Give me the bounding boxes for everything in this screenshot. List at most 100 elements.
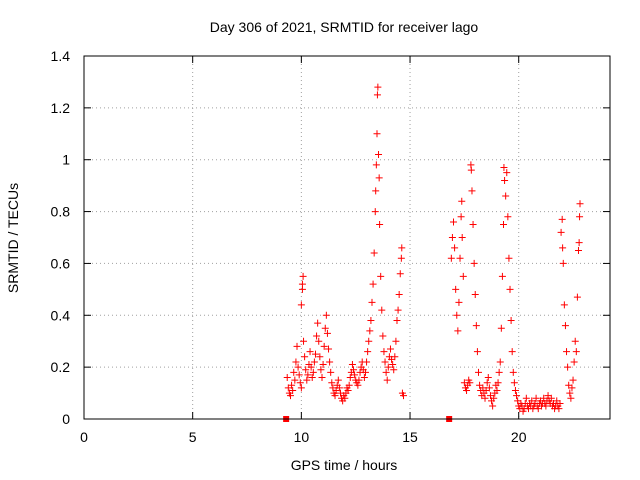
data-point bbox=[501, 176, 509, 184]
data-point bbox=[372, 161, 380, 169]
data-point bbox=[283, 374, 291, 382]
data-point bbox=[394, 306, 402, 314]
data-point bbox=[497, 324, 505, 332]
data-point bbox=[481, 394, 489, 402]
data-point bbox=[368, 298, 376, 306]
y-tick-label: 0 bbox=[62, 411, 70, 427]
data-point bbox=[463, 386, 471, 394]
points-layer bbox=[283, 83, 584, 422]
data-point bbox=[376, 221, 384, 229]
data-point bbox=[301, 353, 309, 361]
data-point bbox=[386, 345, 394, 353]
data-point bbox=[370, 249, 378, 257]
data-point bbox=[286, 392, 294, 400]
data-point bbox=[293, 342, 301, 350]
data-point bbox=[575, 239, 583, 247]
data-point bbox=[395, 291, 403, 299]
data-point bbox=[557, 228, 565, 236]
data-point bbox=[372, 187, 380, 195]
data-point bbox=[459, 272, 467, 280]
data-point bbox=[510, 379, 518, 387]
data-point bbox=[316, 353, 324, 361]
data-point bbox=[506, 285, 514, 293]
data-point bbox=[470, 259, 478, 267]
data-point bbox=[490, 394, 498, 402]
data-point bbox=[493, 386, 501, 394]
y-tick-label: 0.2 bbox=[51, 359, 71, 375]
data-point bbox=[384, 363, 392, 371]
data-point bbox=[566, 389, 574, 397]
data-point bbox=[297, 384, 305, 392]
data-point bbox=[331, 392, 339, 400]
data-point bbox=[369, 280, 377, 288]
data-point bbox=[309, 368, 317, 376]
data-point bbox=[364, 348, 372, 356]
data-point bbox=[314, 319, 322, 327]
y-tick-label: 1.4 bbox=[51, 48, 71, 64]
data-point bbox=[452, 285, 460, 293]
data-point bbox=[367, 316, 375, 324]
data-point bbox=[570, 358, 578, 366]
data-point bbox=[454, 327, 462, 335]
data-point bbox=[373, 130, 381, 138]
data-point bbox=[288, 381, 296, 389]
data-point bbox=[542, 402, 550, 410]
data-point bbox=[397, 254, 405, 262]
data-point bbox=[328, 379, 336, 387]
data-point bbox=[327, 368, 335, 376]
data-point bbox=[396, 270, 404, 278]
data-point bbox=[289, 386, 297, 394]
data-point bbox=[355, 376, 363, 384]
data-point bbox=[311, 350, 319, 358]
data-point bbox=[323, 329, 331, 337]
data-point bbox=[457, 213, 465, 221]
data-point bbox=[378, 306, 386, 314]
data-point bbox=[371, 208, 379, 216]
data-point bbox=[310, 358, 318, 366]
data-point bbox=[569, 376, 577, 384]
data-point bbox=[382, 368, 390, 376]
data-point bbox=[390, 366, 398, 374]
data-point bbox=[326, 358, 334, 366]
x-tick-label: 5 bbox=[189, 429, 197, 445]
data-point bbox=[365, 337, 373, 345]
data-point bbox=[456, 254, 464, 262]
data-point bbox=[319, 361, 327, 369]
data-point bbox=[295, 371, 303, 379]
data-point bbox=[320, 342, 328, 350]
data-point bbox=[381, 358, 389, 366]
data-point bbox=[509, 368, 517, 376]
ticks-layer bbox=[83, 55, 610, 420]
data-point bbox=[306, 348, 314, 356]
data-point bbox=[354, 381, 362, 389]
data-point bbox=[302, 366, 310, 374]
data-point bbox=[498, 272, 506, 280]
data-point bbox=[448, 234, 456, 241]
data-point bbox=[453, 311, 461, 319]
data-point bbox=[573, 293, 581, 301]
data-point bbox=[507, 316, 515, 324]
data-point bbox=[483, 379, 491, 387]
data-point bbox=[451, 244, 459, 252]
data-point bbox=[495, 368, 503, 376]
data-point bbox=[375, 151, 383, 159]
data-point bbox=[290, 368, 298, 376]
data-point bbox=[458, 197, 466, 205]
data-point bbox=[508, 348, 516, 356]
data-point bbox=[348, 361, 356, 369]
data-point bbox=[393, 316, 401, 324]
data-point bbox=[307, 363, 315, 371]
data-point bbox=[375, 174, 383, 182]
data-point bbox=[334, 376, 342, 384]
data-point bbox=[555, 405, 563, 413]
data-point bbox=[350, 366, 358, 374]
data-point bbox=[377, 272, 385, 280]
data-point bbox=[383, 376, 391, 384]
data-point bbox=[322, 311, 330, 319]
data-point bbox=[335, 384, 343, 392]
data-point bbox=[458, 234, 466, 241]
data-point bbox=[500, 163, 508, 171]
data-point bbox=[467, 166, 475, 174]
